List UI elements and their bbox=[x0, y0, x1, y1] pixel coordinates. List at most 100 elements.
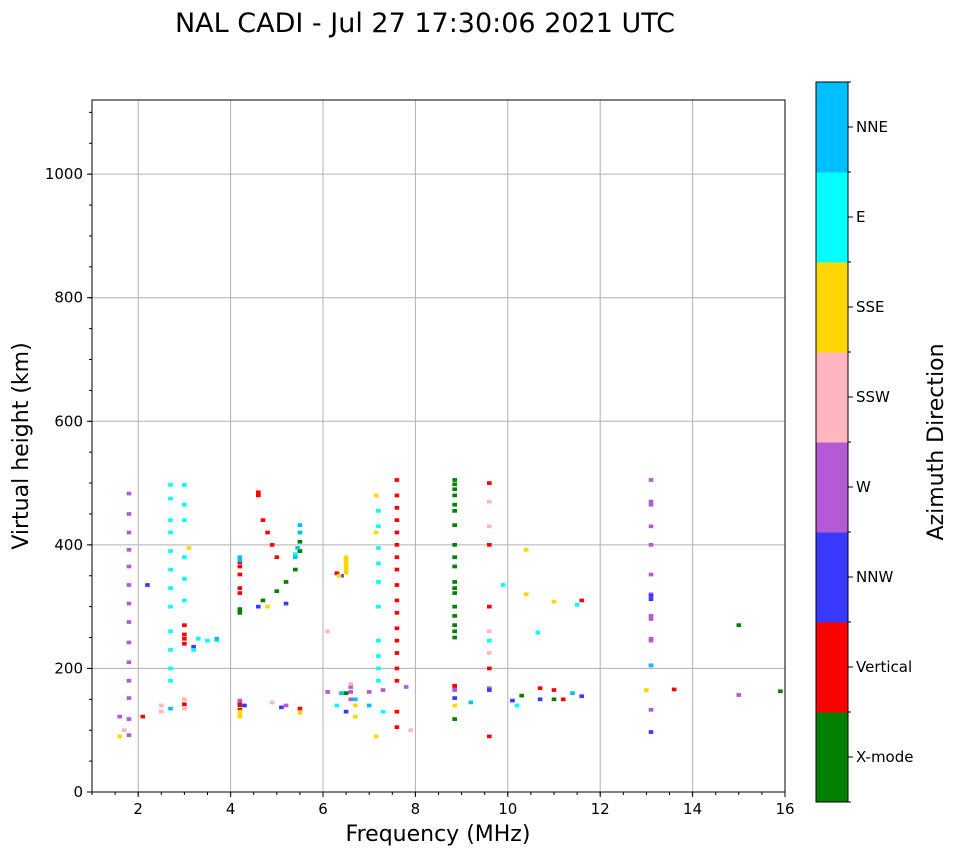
colorbar-label: Vertical bbox=[856, 658, 912, 676]
echo-point-w bbox=[380, 688, 386, 692]
echo-point-e bbox=[182, 518, 187, 522]
x-tick-label: 14 bbox=[683, 800, 702, 818]
echo-point-nnw bbox=[579, 694, 585, 699]
echo-point-sse bbox=[297, 711, 303, 715]
echo-point-w bbox=[126, 678, 132, 683]
echo-point-ssw bbox=[348, 682, 354, 686]
echo-point-ssw bbox=[325, 629, 330, 634]
echo-point-w bbox=[117, 714, 123, 719]
echo-point-x-mode bbox=[778, 689, 783, 694]
echo-point-vertical bbox=[452, 683, 457, 688]
echo-point-x-mode bbox=[452, 635, 457, 640]
echo-point-e bbox=[182, 598, 187, 603]
echo-point-e bbox=[168, 549, 173, 553]
echo-point-sse bbox=[523, 547, 529, 552]
echo-point-w bbox=[648, 572, 654, 577]
echo-point-vertical bbox=[394, 598, 400, 603]
echo-point-x-mode bbox=[452, 591, 457, 595]
echo-point-nne bbox=[570, 691, 575, 695]
echo-point-e bbox=[168, 666, 173, 671]
echo-point-w bbox=[126, 696, 132, 700]
echo-point-nne bbox=[237, 555, 243, 560]
echo-point-vertical bbox=[182, 623, 187, 628]
echo-point-e bbox=[168, 629, 173, 634]
echo-point-sse bbox=[343, 567, 349, 572]
echo-point-sse bbox=[237, 714, 243, 719]
echo-point-vertical bbox=[394, 518, 400, 522]
echo-point-w bbox=[736, 693, 742, 697]
x-axis-ticks: 2 4 6 8 10 12 14 16 bbox=[91, 792, 795, 818]
echo-point-x-mode bbox=[452, 555, 457, 560]
echo-point-sse bbox=[343, 564, 349, 569]
colorbar-label: E bbox=[856, 208, 865, 226]
y-axis-ticks: 0 200 400 600 800 1000 bbox=[45, 111, 92, 801]
echo-point-e bbox=[182, 483, 187, 487]
echo-point-w bbox=[348, 690, 354, 694]
echo-point-x-mode bbox=[452, 629, 457, 634]
echo-point-x-mode bbox=[452, 717, 457, 721]
echo-point-e bbox=[376, 524, 381, 529]
colorbar-label: SSE bbox=[856, 298, 885, 316]
colorbar-segment bbox=[816, 262, 848, 353]
echo-point-nnw bbox=[191, 644, 196, 649]
echo-point-e bbox=[376, 546, 381, 550]
colorbar-segment bbox=[816, 442, 848, 533]
echo-point-x-mode bbox=[343, 691, 349, 695]
echo-point-ssw bbox=[487, 524, 492, 529]
echo-point-w bbox=[126, 601, 132, 606]
echo-point-nne bbox=[295, 546, 300, 550]
echo-point-vertical bbox=[260, 518, 266, 522]
echo-point-w bbox=[126, 640, 132, 645]
echo-point-vertical bbox=[334, 571, 340, 576]
echo-point-vertical bbox=[394, 493, 400, 498]
echo-point-x-mode bbox=[452, 604, 457, 609]
echo-point-w bbox=[403, 685, 409, 689]
echo-point-w bbox=[283, 703, 289, 708]
echo-point-vertical bbox=[579, 598, 585, 603]
echo-point-sse bbox=[343, 570, 349, 575]
echo-point-x-mode bbox=[274, 589, 280, 594]
echo-point-x-mode bbox=[452, 487, 457, 492]
echo-point-sse bbox=[373, 530, 379, 535]
echo-point-vertical bbox=[237, 564, 243, 569]
echo-point-vertical bbox=[394, 478, 400, 482]
echo-point-w bbox=[648, 499, 654, 504]
echo-point-sse bbox=[373, 493, 379, 498]
plot-frame bbox=[91, 99, 786, 793]
echo-point-w bbox=[648, 478, 654, 482]
echo-point-x-mode bbox=[736, 623, 742, 628]
colorbar: X-mode Vertical NNW W SSW SSE E NNE bbox=[815, 81, 913, 803]
echo-point-w bbox=[348, 685, 354, 689]
echo-point-nnw bbox=[343, 709, 349, 714]
echo-point-vertical bbox=[237, 572, 243, 577]
echo-point-sse bbox=[551, 599, 557, 604]
echo-point-x-mode bbox=[452, 523, 457, 527]
echo-point-ssw bbox=[182, 706, 187, 711]
echo-point-w bbox=[452, 688, 457, 692]
echo-point-vertical bbox=[671, 687, 677, 692]
echo-point-e bbox=[376, 654, 381, 658]
colorbar-label: SSW bbox=[856, 388, 890, 406]
echo-point-w bbox=[126, 620, 132, 624]
echo-point-ssw bbox=[487, 629, 492, 634]
echo-point-e bbox=[500, 583, 506, 587]
echo-point-e bbox=[487, 638, 492, 643]
echo-point-e bbox=[182, 555, 187, 560]
echo-point-vertical bbox=[394, 651, 400, 655]
echo-point-e bbox=[182, 502, 187, 507]
echo-point-sse bbox=[336, 573, 342, 578]
echo-point-e bbox=[535, 630, 541, 635]
echo-point-vertical bbox=[182, 702, 187, 707]
echo-point-w bbox=[126, 491, 132, 496]
echo-point-e bbox=[168, 586, 173, 590]
colorbar-segment bbox=[816, 532, 848, 623]
echo-point-x-mode bbox=[452, 614, 457, 618]
echo-point-nnw bbox=[452, 696, 457, 700]
echo-point-w bbox=[126, 564, 132, 569]
echo-point-sse bbox=[343, 558, 349, 563]
echo-point-nnw bbox=[648, 597, 654, 602]
x-tick-label: 6 bbox=[318, 800, 328, 818]
y-tick-label: 0 bbox=[73, 783, 83, 801]
echo-point-e bbox=[380, 709, 386, 714]
x-tick-label: 4 bbox=[226, 800, 236, 818]
